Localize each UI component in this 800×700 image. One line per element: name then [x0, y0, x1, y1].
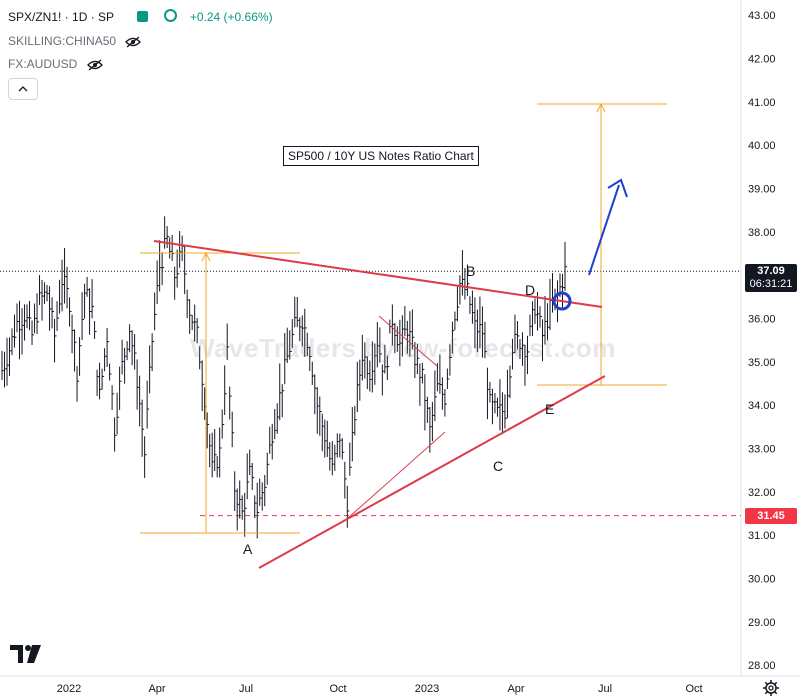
- status-dot-icon: [163, 9, 177, 22]
- wave-label-c[interactable]: C: [493, 458, 504, 474]
- y-tick-label: 40.00: [748, 140, 776, 152]
- lower-trendline[interactable]: [258, 375, 606, 569]
- level-price-tag: 31.45: [745, 507, 797, 524]
- y-tick-label: 39.00: [748, 184, 776, 196]
- first-leg-arrow: [201, 251, 211, 262]
- y-tick-label: 42.00: [748, 54, 776, 66]
- price-change: +0.24 (+0.66%): [189, 10, 273, 24]
- hidden-eye-icon[interactable]: [125, 36, 142, 48]
- wave-label-d[interactable]: D: [525, 282, 536, 298]
- watermark: WaveTraders by ew-forecast.com: [190, 333, 616, 363]
- overlay-symbol-1: SKILLING:CHINA50: [8, 34, 117, 48]
- x-tick-label: Oct: [685, 683, 702, 695]
- x-tick-label: Oct: [329, 683, 346, 695]
- y-tick-label: 29.00: [748, 617, 776, 629]
- price-bars: [1, 216, 567, 539]
- market-open-icon: [137, 11, 149, 22]
- x-tick-label: Jul: [239, 683, 253, 695]
- minor-channel-line-1: [378, 315, 438, 367]
- y-tick-label: 28.00: [748, 660, 776, 672]
- bullish-projection-arrow: [588, 184, 620, 276]
- y-tick-label: 35.00: [748, 357, 776, 369]
- settings-gear-icon[interactable]: [763, 680, 779, 696]
- x-tick-label: Jul: [598, 683, 612, 695]
- projection-arrow: [596, 102, 606, 113]
- overlay-symbol-2: FX:AUDUSD: [8, 57, 78, 71]
- y-tick-label: 41.00: [748, 97, 776, 109]
- chevron-up-icon: [18, 86, 28, 92]
- y-tick-label: 36.00: [748, 314, 776, 326]
- price-axis-labels: 43.0042.0041.0040.0039.0038.0037.0036.00…: [748, 10, 776, 672]
- symbol-title[interactable]: SPX/ZN1! · 1D · SP: [8, 10, 114, 24]
- overlay-legend-2[interactable]: FX:AUDUSD: [8, 57, 103, 71]
- upper-trendline[interactable]: [153, 240, 603, 308]
- y-tick-label: 43.00: [748, 10, 776, 22]
- hidden-eye-icon[interactable]: [86, 59, 103, 71]
- y-tick-label: 32.00: [748, 487, 776, 499]
- x-tick-label: 2023: [415, 683, 439, 695]
- x-tick-label: 2022: [57, 683, 81, 695]
- tradingview-logo-icon[interactable]: [10, 645, 42, 663]
- wave-label-a[interactable]: A: [243, 541, 253, 557]
- y-tick-label: 38.00: [748, 227, 776, 239]
- wave-label-b[interactable]: B: [466, 263, 476, 279]
- y-tick-label: 31.00: [748, 530, 776, 542]
- x-tick-label: Apr: [148, 683, 165, 695]
- y-tick-label: 33.00: [748, 444, 776, 456]
- time-axis-labels: 2022 Apr Jul Oct 2023 Apr Jul Oct: [57, 683, 703, 695]
- last-price-value: 37.09: [757, 265, 785, 278]
- y-tick-label: 34.00: [748, 400, 776, 412]
- breakout-circle: [552, 291, 572, 311]
- collapse-legend-button[interactable]: [8, 78, 38, 100]
- last-price-tag: 37.09 06:31:21: [745, 264, 797, 293]
- symbol-legend[interactable]: SPX/ZN1! · 1D · SP +0.24 (+0.66%): [8, 9, 273, 24]
- countdown-timer: 06:31:21: [749, 278, 793, 291]
- y-tick-label: 30.00: [748, 574, 776, 586]
- x-tick-label: Apr: [507, 683, 524, 695]
- wave-label-e[interactable]: E: [545, 401, 555, 417]
- minor-channel-line-2: [347, 431, 446, 519]
- bullish-arrow-head: [607, 178, 628, 198]
- overlay-legend-1[interactable]: SKILLING:CHINA50: [8, 34, 142, 48]
- chart-title-label[interactable]: SP500 / 10Y US Notes Ratio Chart: [283, 146, 479, 166]
